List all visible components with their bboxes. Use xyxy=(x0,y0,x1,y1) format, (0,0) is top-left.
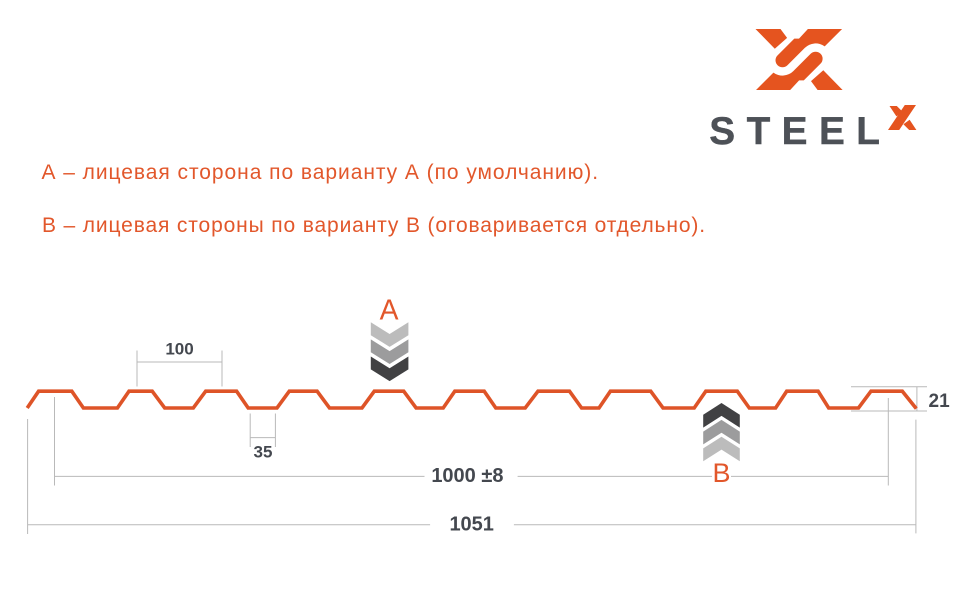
svg-text:1051: 1051 xyxy=(449,513,494,535)
svg-text:21: 21 xyxy=(929,391,951,412)
svg-text:1000 ±8: 1000 ±8 xyxy=(431,465,503,487)
svg-text:100: 100 xyxy=(165,340,193,359)
svg-text:В: В xyxy=(712,458,730,488)
svg-text:А: А xyxy=(380,293,399,325)
svg-text:35: 35 xyxy=(254,443,273,462)
